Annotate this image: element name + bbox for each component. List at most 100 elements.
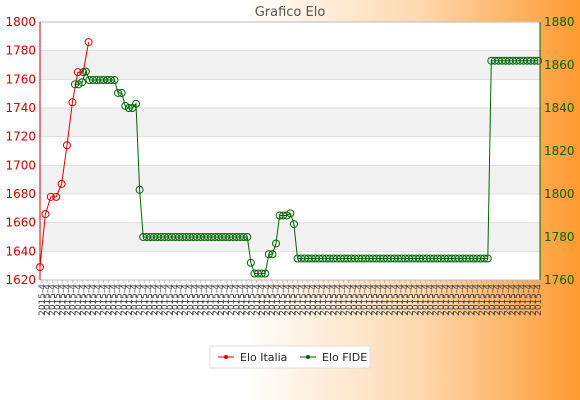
x-axis-tick-label: 2015-4 bbox=[140, 284, 150, 316]
data-point bbox=[271, 239, 280, 248]
x-axis-tick-label: 2015-4 bbox=[48, 284, 58, 316]
x-axis-tick-label: 2015-4 bbox=[181, 284, 191, 316]
x-axis-tick-label: 2015-4 bbox=[84, 284, 94, 316]
x-axis-tick-label: 2015-4 bbox=[370, 284, 380, 316]
left-axis-tick-label: 1720 bbox=[5, 130, 36, 144]
x-axis-tick-label: 2015-4 bbox=[365, 284, 375, 316]
grid-bands bbox=[40, 22, 540, 280]
x-axis-tick-label: 2015-4 bbox=[79, 284, 89, 316]
x-axis-tick-label: 2015-4 bbox=[283, 284, 293, 316]
x-axis-tick-label: 2015-4 bbox=[508, 284, 518, 316]
x-axis-tick-label: 2015-4 bbox=[473, 284, 483, 316]
left-axis-tick-label: 1620 bbox=[5, 273, 36, 287]
x-axis-tick-label: 2015-4 bbox=[176, 284, 186, 316]
x-axis-tick-label: 2015-4 bbox=[232, 284, 242, 316]
x-axis-tick-label: 2015-4 bbox=[519, 284, 529, 316]
x-axis-tick-label: 2015-4 bbox=[375, 284, 385, 316]
left-axis-tick-label: 1760 bbox=[5, 72, 36, 86]
x-axis-tick-label: 2015-4 bbox=[442, 284, 452, 316]
x-axis-tick-label: 2015-4 bbox=[263, 284, 273, 316]
data-point bbox=[36, 263, 44, 272]
left-axis-tick-label: 1640 bbox=[5, 244, 36, 258]
x-axis-tick-label: 2015-4 bbox=[529, 284, 539, 316]
x-axis-tick-label: 2015-4 bbox=[161, 284, 171, 316]
data-point bbox=[534, 56, 542, 65]
x-axis-tick-label: 2015-4 bbox=[289, 284, 299, 316]
right-axis-tick-label: 1760 bbox=[544, 273, 575, 287]
x-axis-tick-label: 2015-4 bbox=[498, 284, 508, 316]
grid-band bbox=[40, 165, 540, 194]
data-point bbox=[68, 98, 77, 107]
right-axis-tick-label: 1860 bbox=[544, 58, 575, 72]
x-axis-tick-label: 2015-4 bbox=[350, 284, 360, 316]
x-axis-tick-label: 2015-4 bbox=[324, 284, 334, 316]
data-point bbox=[84, 38, 93, 47]
x-axis-tick-label: 2015-4 bbox=[135, 284, 145, 316]
data-point bbox=[135, 185, 144, 194]
left-y-axis: 1620 1640 1660 1680 1700 1720 1740 1760 1780 1800 bbox=[5, 15, 41, 287]
x-axis-tick-label: 2015-4 bbox=[202, 284, 212, 316]
x-axis-tick-label: 2015-4 bbox=[130, 284, 140, 316]
data-point bbox=[110, 76, 119, 85]
x-axis-tick-label: 2015-4 bbox=[207, 284, 217, 316]
x-axis-ticks: 2015-42015-42015-42015-42015-42015-42015… bbox=[38, 280, 544, 316]
x-axis-tick-label: 2015-4 bbox=[268, 284, 278, 316]
x-axis-tick-label: 2015-4 bbox=[427, 284, 437, 316]
left-axis-tick-label: 1800 bbox=[5, 15, 36, 29]
x-axis-tick-label: 2015-4 bbox=[299, 284, 309, 316]
series-line bbox=[39, 42, 90, 268]
data-point bbox=[286, 209, 295, 218]
x-axis-tick-label: 2015-4 bbox=[514, 284, 524, 316]
left-axis-tick-label: 1660 bbox=[5, 216, 36, 230]
x-axis-tick-label: 2015-4 bbox=[217, 284, 227, 316]
x-axis-tick-label: 2015-4 bbox=[38, 284, 48, 316]
x-axis-tick-label: 2015-4 bbox=[314, 284, 324, 316]
x-axis-tick-label: 2015-4 bbox=[125, 284, 135, 316]
x-axis-tick-label: 2015-4 bbox=[110, 284, 120, 316]
x-axis-tick-label: 2015-4 bbox=[120, 284, 130, 316]
x-axis-tick-label: 2015-4 bbox=[115, 284, 125, 316]
x-axis-tick-label: 2015-4 bbox=[145, 284, 155, 316]
data-point bbox=[106, 76, 115, 85]
x-axis-tick-label: 2015-4 bbox=[483, 284, 493, 316]
x-axis-tick-label: 2015-4 bbox=[150, 284, 160, 316]
x-axis-tick-label: 2015-4 bbox=[524, 284, 534, 316]
x-axis-tick-label: 2015-4 bbox=[278, 284, 288, 316]
right-axis-tick-label: 1820 bbox=[544, 144, 575, 158]
x-axis-tick-label: 2015-4 bbox=[191, 284, 201, 316]
x-axis-tick-label: 2015-4 bbox=[43, 284, 53, 316]
data-point bbox=[124, 104, 133, 112]
data-point bbox=[289, 220, 298, 229]
data-point bbox=[132, 99, 141, 108]
x-axis-tick-label: 2015-4 bbox=[99, 284, 109, 316]
x-axis-tick-label: 2015-4 bbox=[248, 284, 258, 316]
x-axis-tick-label: 2015-4 bbox=[212, 284, 222, 316]
chart-title: Grafico Elo bbox=[255, 5, 326, 20]
data-point bbox=[483, 254, 492, 263]
data-point bbox=[268, 250, 277, 259]
x-axis-tick-label: 2015-4 bbox=[360, 284, 370, 316]
x-axis-tick-label: 2015-4 bbox=[253, 284, 263, 316]
data-point bbox=[114, 88, 123, 97]
x-axis-tick-label: 2015-4 bbox=[69, 284, 79, 316]
x-axis-tick-label: 2015-4 bbox=[345, 284, 355, 316]
data-point bbox=[239, 233, 248, 241]
x-axis-tick-label: 2015-4 bbox=[227, 284, 237, 316]
legend-swatch-marker bbox=[306, 355, 310, 359]
legend-entry: Elo FIDE bbox=[322, 351, 367, 364]
x-axis-tick-label: 2015-4 bbox=[396, 284, 406, 316]
data-point bbox=[264, 250, 273, 259]
x-axis-tick-label: 2015-4 bbox=[104, 284, 114, 316]
series-lines bbox=[36, 38, 542, 278]
left-axis-tick-label: 1680 bbox=[5, 187, 36, 201]
x-axis-tick-label: 2015-4 bbox=[432, 284, 442, 316]
x-axis-tick-label: 2015-4 bbox=[74, 284, 84, 316]
x-axis-tick-label: 2015-4 bbox=[89, 284, 99, 316]
data-point bbox=[480, 254, 489, 263]
legend-box bbox=[209, 345, 371, 369]
x-axis-tick-label: 2015-4 bbox=[94, 284, 104, 316]
x-axis-tick-label: 2015-4 bbox=[335, 284, 345, 316]
x-axis-tick-label: 2015-4 bbox=[452, 284, 462, 316]
x-axis-tick-label: 2015-4 bbox=[304, 284, 314, 316]
